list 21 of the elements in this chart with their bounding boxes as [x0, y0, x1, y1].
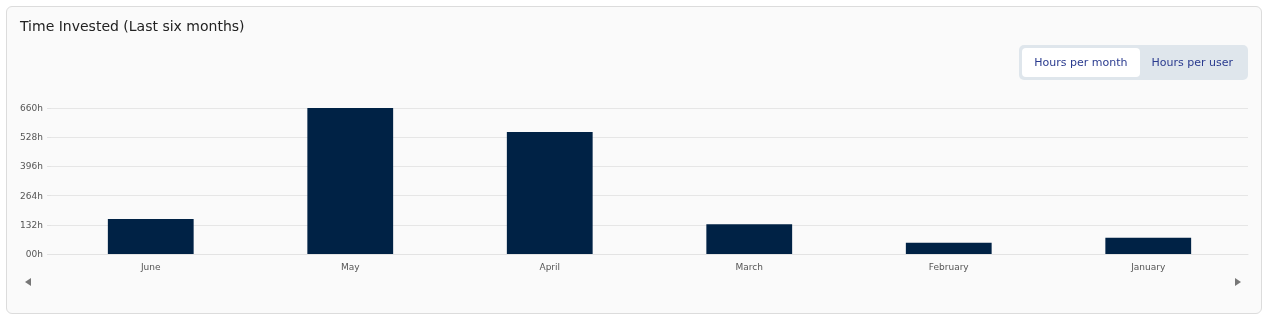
x-tick-label: April: [539, 261, 561, 272]
x-tick-label: January: [1130, 261, 1166, 272]
bar: [706, 224, 793, 254]
y-tick-label: 528h: [20, 132, 43, 143]
text: Hours per user: [1150, 55, 1234, 71]
y-tick-label: 264h: [20, 190, 43, 201]
y-tick-label: 396h: [20, 161, 43, 172]
y-tick-label: 132h: [20, 219, 43, 230]
x-tick-label: June: [139, 261, 162, 272]
bar: [905, 242, 992, 254]
y-tick-label: 660h: [20, 103, 43, 113]
chart-title: Time Invested (Last six months): [20, 18, 245, 34]
bar: [506, 132, 593, 254]
x-tick-label: May: [340, 261, 361, 272]
y-tick-label: 00h: [25, 249, 43, 259]
x-tick-label: March: [735, 261, 763, 272]
text: Hours per month: [1022, 48, 1140, 77]
x-tick-label: February: [928, 261, 970, 272]
bar: [1105, 237, 1192, 254]
bar: [107, 219, 194, 254]
bar: [307, 108, 394, 254]
